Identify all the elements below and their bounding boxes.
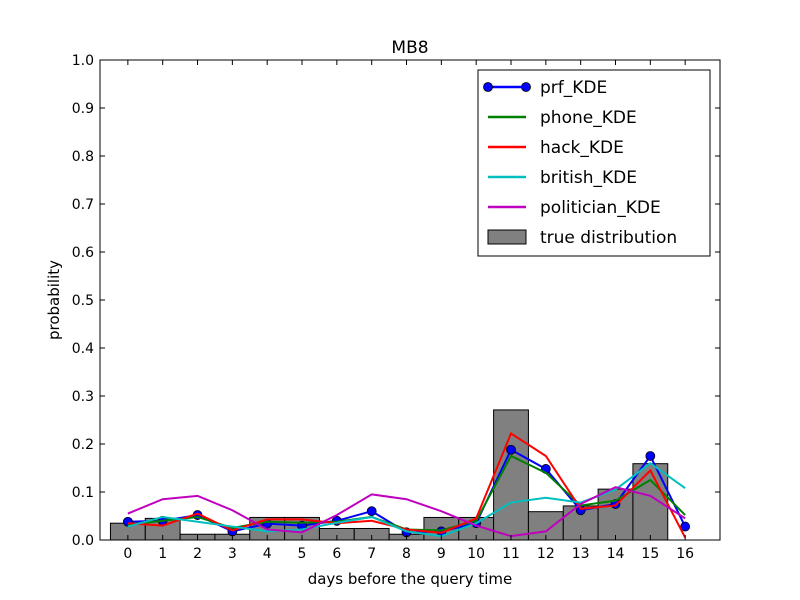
x-tick-label: 11 bbox=[502, 546, 520, 562]
x-tick-label: 9 bbox=[437, 546, 446, 562]
legend-marker-prf_KDE bbox=[521, 82, 531, 92]
x-tick-label: 12 bbox=[537, 546, 555, 562]
x-tick-label: 5 bbox=[298, 546, 307, 562]
x-tick-label: 8 bbox=[402, 546, 411, 562]
x-tick-label: 4 bbox=[263, 546, 272, 562]
point-prf_KDE-15 bbox=[645, 451, 656, 461]
y-tick-label: 0.6 bbox=[72, 245, 94, 261]
x-tick-label: 14 bbox=[607, 546, 625, 562]
legend-label-true-distribution: true distribution bbox=[540, 228, 677, 248]
axis-ticks: 0 1 2 3 4 5 6 7 8 9 10 11 12 13 14 15 160.00.10.20.30.40… bbox=[72, 53, 720, 562]
series-line-politician_KDE bbox=[127, 486, 686, 538]
point-prf_KDE-16 bbox=[680, 521, 691, 532]
x-tick-label: 0 bbox=[123, 546, 132, 562]
legend-label-hack_KDE: hack_KDE bbox=[540, 138, 624, 158]
y-tick-label: 0.8 bbox=[72, 149, 94, 165]
y-tick-label: 0.3 bbox=[72, 389, 94, 405]
x-tick-label: 3 bbox=[228, 546, 237, 562]
x-axis-label: days before the query time bbox=[308, 570, 513, 588]
y-tick-label: 0.5 bbox=[72, 293, 94, 309]
x-tick-label: 15 bbox=[641, 546, 659, 562]
x-tick-label: 16 bbox=[676, 546, 694, 562]
point-prf_KDE-11 bbox=[506, 444, 516, 455]
legend-swatch-true-distribution bbox=[487, 229, 527, 245]
x-tick-label: 2 bbox=[193, 546, 202, 562]
y-tick-label: 1.0 bbox=[72, 53, 94, 69]
legend-label-phone_KDE: phone_KDE bbox=[540, 108, 637, 128]
legend-box bbox=[477, 69, 711, 257]
x-tick-label: 10 bbox=[467, 546, 485, 562]
y-tick-label: 0.1 bbox=[72, 485, 94, 501]
legend-marker-prf_KDE bbox=[483, 82, 493, 92]
legend-label-politician_KDE: politician_KDE bbox=[540, 198, 661, 218]
y-tick-label: 0.0 bbox=[72, 533, 94, 549]
x-tick-label: 6 bbox=[332, 546, 341, 562]
chart-title: MB8 bbox=[391, 38, 428, 58]
legend-label-prf_KDE: prf_KDE bbox=[540, 78, 607, 98]
bar-day-14 bbox=[597, 488, 634, 541]
y-tick-label: 0.7 bbox=[72, 197, 94, 213]
x-tick-label: 13 bbox=[572, 546, 590, 562]
x-tick-label: 7 bbox=[367, 546, 376, 562]
x-tick-label: 1 bbox=[158, 546, 167, 562]
legend: prf_KDE phone_KDE hack_KDE british_KDEpolit… bbox=[477, 69, 711, 257]
series-lines bbox=[122, 431, 691, 539]
legend-label-british_KDE: british_KDE bbox=[540, 168, 637, 188]
y-tick-label: 0.9 bbox=[72, 101, 94, 117]
bar-day-15 bbox=[632, 463, 669, 541]
y-axis-label: probability bbox=[45, 260, 63, 340]
point-prf_KDE-7 bbox=[366, 506, 377, 517]
y-tick-label: 0.2 bbox=[72, 437, 94, 453]
y-tick-label: 0.4 bbox=[72, 341, 94, 357]
